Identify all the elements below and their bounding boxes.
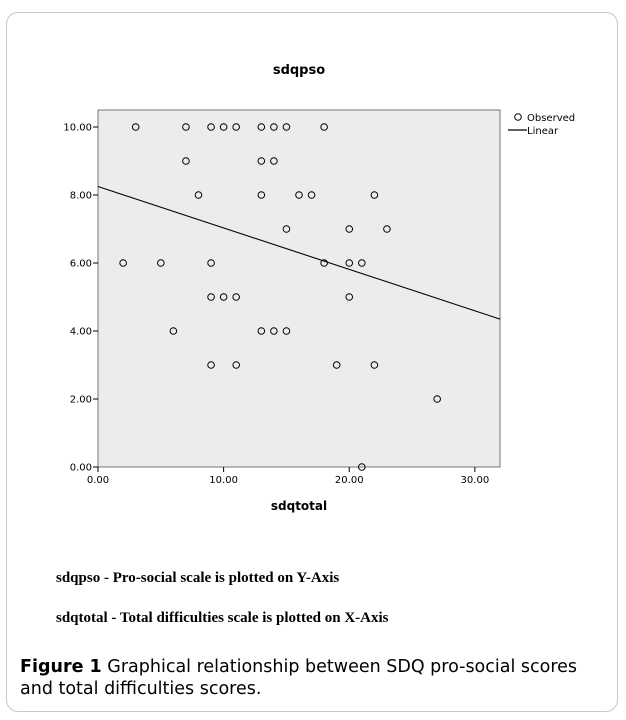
data-point <box>270 157 278 165</box>
y-axis-note: sdqpso - Pro-social scale is plotted on … <box>56 570 340 586</box>
figure-caption: Figure 1 Graphical relationship between … <box>20 656 610 700</box>
data-point <box>182 123 190 131</box>
chart-title: sdqpso <box>273 63 325 78</box>
data-point <box>295 191 303 199</box>
data-point <box>358 463 366 471</box>
plot-area <box>97 109 501 468</box>
caption-end: . <box>255 679 262 699</box>
data-point <box>383 225 391 233</box>
data-point <box>358 259 366 267</box>
data-point <box>157 259 165 267</box>
linear-fit <box>97 185 501 320</box>
y-tick-label: 8.00 <box>70 191 92 202</box>
y-tick-label: 0.00 <box>70 463 92 474</box>
data-point <box>257 123 266 131</box>
fit-line-path <box>97 185 501 320</box>
axis-ticks: 0.00 2.00 4.00 6.00 8.00 10.00 0.00 10.00 20.00 3… <box>63 123 489 487</box>
x-tick-label: 0.00 <box>87 475 109 486</box>
legend-observed-label: Observed <box>527 113 575 124</box>
data-point <box>433 395 441 403</box>
x-axis-label: sdqtotal <box>271 499 327 513</box>
data-point <box>270 123 278 131</box>
data-points <box>119 123 441 471</box>
legend: Observed Linear <box>508 113 575 137</box>
x-tick-label: 10.00 <box>209 475 238 486</box>
data-point <box>320 259 328 267</box>
data-point <box>257 157 266 165</box>
data-point <box>345 225 354 233</box>
data-point <box>282 123 291 131</box>
figure-frame <box>6 12 618 712</box>
data-point <box>232 361 240 369</box>
data-point <box>370 361 379 369</box>
data-point <box>307 191 316 199</box>
data-point <box>207 361 215 369</box>
y-tick-label: 10.00 <box>63 123 92 134</box>
x-axis-note: sdqtotal - Total difficulties scale is p… <box>56 610 389 626</box>
data-point <box>257 327 266 335</box>
caption-text: Graphical relationship between SDQ pro-s… <box>20 657 578 699</box>
data-point <box>219 293 228 301</box>
y-tick-label: 6.00 <box>70 259 92 270</box>
data-point <box>345 259 354 267</box>
data-point <box>182 157 190 165</box>
y-tick-label: 4.00 <box>70 327 92 338</box>
data-point <box>370 191 379 199</box>
data-point <box>282 225 291 233</box>
data-point <box>270 327 278 335</box>
data-point <box>207 259 215 267</box>
data-point <box>194 191 203 199</box>
data-point <box>257 191 266 199</box>
data-point <box>219 123 228 131</box>
data-point <box>332 361 341 369</box>
data-point <box>320 123 328 131</box>
data-point <box>169 327 178 335</box>
data-point <box>232 293 240 301</box>
data-point <box>119 259 127 267</box>
data-point <box>232 123 240 131</box>
data-point <box>131 123 140 131</box>
caption-label: Figure 1 <box>20 657 102 677</box>
y-tick-label: 2.00 <box>70 395 92 406</box>
data-point <box>282 327 291 335</box>
legend-observed-marker <box>514 113 522 121</box>
data-point <box>207 293 215 301</box>
x-tick-label: 20.00 <box>335 475 364 486</box>
x-tick-label: 30.00 <box>461 475 490 486</box>
data-point <box>207 123 215 131</box>
legend-linear-label: Linear <box>527 126 559 137</box>
data-point <box>345 293 354 301</box>
